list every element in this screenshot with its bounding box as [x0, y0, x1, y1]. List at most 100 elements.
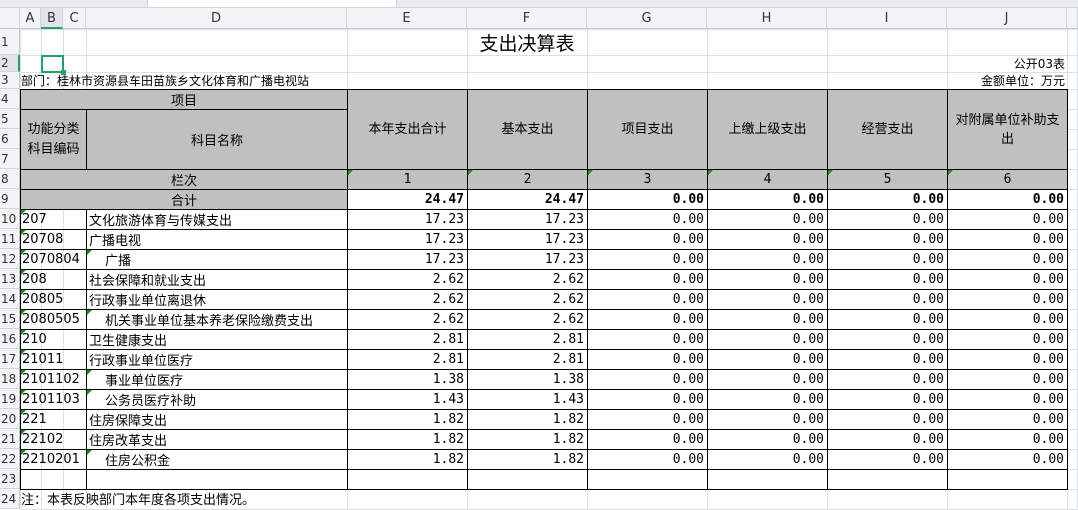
row-value: 1.82 — [467, 409, 588, 430]
column-header-F[interactable]: F — [467, 8, 587, 29]
error-indicator-icon — [948, 170, 953, 175]
column-header-B[interactable]: B — [41, 8, 63, 29]
row-header-13[interactable]: 13 — [0, 269, 20, 289]
row-header-19[interactable]: 19 — [0, 389, 20, 409]
row-header-11[interactable]: 11 — [0, 229, 20, 249]
col-number-3: 3 — [587, 169, 708, 190]
column-header-G[interactable]: G — [587, 8, 707, 29]
row-value: 0.00 — [707, 369, 828, 390]
row-header-16[interactable]: 16 — [0, 329, 20, 349]
row-value: 0.00 — [587, 229, 708, 250]
row-value: 17.23 — [467, 229, 588, 250]
row-value: 0.00 — [707, 249, 828, 270]
row-value: 0.00 — [827, 289, 948, 310]
col-number-6: 6 — [947, 169, 1068, 190]
sheet-tab[interactable] — [147, 0, 397, 8]
row-value: 0.00 — [707, 389, 828, 410]
row-value: 1.38 — [467, 369, 588, 390]
row-header-7[interactable]: 7 — [0, 149, 20, 169]
column-header-A[interactable]: A — [20, 8, 41, 29]
row-name: 广播 — [86, 249, 348, 270]
header-col-2: 基本支出 — [467, 89, 588, 170]
row-value: 1.82 — [347, 449, 468, 470]
row-header-14[interactable]: 14 — [0, 289, 20, 309]
row-header-24[interactable]: 24 — [0, 489, 20, 509]
empty-cell — [827, 469, 948, 490]
row-value: 0.00 — [947, 289, 1068, 310]
row-header-9[interactable]: 9 — [0, 189, 20, 209]
error-indicator-icon — [21, 290, 26, 295]
empty-cell — [947, 469, 1068, 490]
row-header-3[interactable]: 3 — [0, 72, 20, 89]
row-code: 20805 — [20, 289, 87, 310]
gridline-h — [20, 29, 1078, 30]
row-header-12[interactable]: 12 — [0, 249, 20, 269]
row-value: 0.00 — [707, 269, 828, 290]
row-value: 0.00 — [707, 329, 828, 350]
row-header-20[interactable]: 20 — [0, 409, 20, 429]
total-value: 0.00 — [587, 189, 708, 210]
row-value: 0.00 — [947, 449, 1068, 470]
row-value: 2.62 — [467, 309, 588, 330]
column-header-I[interactable]: I — [827, 8, 947, 29]
unit: 金额单位：万元 — [980, 74, 1065, 88]
row-name: 卫生健康支出 — [86, 329, 348, 350]
row-header-4[interactable]: 4 — [0, 89, 20, 109]
row-name: 文化旅游体育与传媒支出 — [86, 209, 348, 230]
col-number-2: 2 — [467, 169, 588, 190]
row-header-15[interactable]: 15 — [0, 309, 20, 329]
select-all-corner[interactable] — [0, 8, 20, 29]
row-value: 1.82 — [467, 449, 588, 470]
row-header-21[interactable]: 21 — [0, 429, 20, 449]
header-code: 功能分类科目编码 — [20, 109, 87, 170]
row-header-18[interactable]: 18 — [0, 369, 20, 389]
header-col-6: 对附属单位补助支出 — [947, 89, 1068, 170]
row-header-6[interactable]: 6 — [0, 129, 20, 149]
row-value: 1.43 — [347, 389, 468, 410]
total-value: 24.47 — [347, 189, 468, 210]
column-header-E[interactable]: E — [347, 8, 467, 29]
row-header-10[interactable]: 10 — [0, 209, 20, 229]
column-header-D[interactable]: D — [86, 8, 347, 29]
row-header-5[interactable]: 5 — [0, 109, 20, 129]
col-number-5: 5 — [827, 169, 948, 190]
row-code: 2070804 — [20, 249, 87, 270]
total-label: 合计 — [20, 189, 348, 210]
gridline-h — [20, 55, 1078, 56]
column-header-J[interactable]: J — [947, 8, 1067, 29]
error-indicator-icon — [87, 310, 92, 315]
department: 部门：桂林市资源县车田苗族乡文化体育和广播电视站 — [21, 74, 310, 88]
row-value: 17.23 — [347, 229, 468, 250]
row-value: 2.81 — [347, 349, 468, 370]
error-indicator-icon — [21, 210, 26, 215]
empty-cell — [707, 469, 828, 490]
error-indicator-icon — [21, 250, 26, 255]
column-header-H[interactable]: H — [707, 8, 827, 29]
error-indicator-icon — [21, 430, 26, 435]
row-value: 0.00 — [587, 429, 708, 450]
row-value: 0.00 — [827, 389, 948, 410]
row-value: 0.00 — [947, 409, 1068, 430]
row-header-2[interactable]: 2 — [0, 55, 20, 72]
row-value: 0.00 — [947, 309, 1068, 330]
row-value: 17.23 — [347, 249, 468, 270]
row-value: 1.43 — [467, 389, 588, 410]
row-value: 0.00 — [827, 409, 948, 430]
row-header-8[interactable]: 8 — [0, 169, 20, 189]
gridline-v — [63, 29, 64, 508]
error-indicator-icon — [21, 410, 26, 415]
row-value: 1.82 — [347, 409, 468, 430]
column-header-C[interactable]: C — [63, 8, 86, 29]
row-value: 0.00 — [587, 389, 708, 410]
row-header-1[interactable]: 1 — [0, 29, 20, 55]
row-value: 0.00 — [827, 269, 948, 290]
row-value: 0.00 — [587, 329, 708, 350]
row-header-22[interactable]: 22 — [0, 449, 20, 469]
row-value: 0.00 — [827, 429, 948, 450]
header-col-1: 本年支出合计 — [347, 89, 468, 170]
total-value: 0.00 — [827, 189, 948, 210]
row-header-17[interactable]: 17 — [0, 349, 20, 369]
row-header-23[interactable]: 23 — [0, 469, 20, 489]
row-value: 0.00 — [587, 449, 708, 470]
selected-cell-B2[interactable] — [41, 55, 66, 75]
